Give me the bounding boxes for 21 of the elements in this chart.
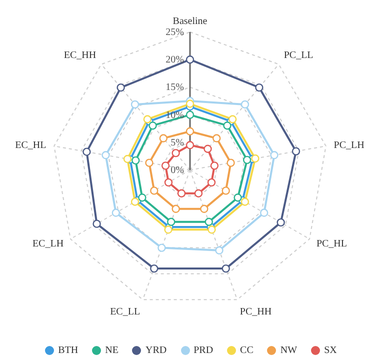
spoke-label: EC_HL [15,140,46,152]
y-tick-label: 0% [170,165,184,176]
spoke-label: PC_LL [284,50,314,62]
spoke-label: Baseline [172,16,208,27]
spoke-label: EC_HH [64,50,96,62]
legend-label: CC [239,345,254,356]
legend-label: NW [279,345,298,356]
spoke-label: PC_HL [316,238,347,250]
y-tick-label: 25% [166,27,184,38]
legend-label: NE [104,345,118,356]
legend-label: BTH [57,345,78,356]
legend-label: SX [323,345,337,356]
spoke-label: PC_HH [240,306,272,318]
spoke-label: EC_LH [32,238,64,250]
y-tick-label: 5% [170,137,184,148]
legend-label: YRD [144,345,167,356]
y-tick-label: 20% [166,54,184,66]
spoke-label: PC_LH [334,140,364,152]
y-tick-label: 15% [166,82,184,94]
spoke-label: EC_LL [110,306,140,318]
legend-label: PRD [192,345,214,356]
